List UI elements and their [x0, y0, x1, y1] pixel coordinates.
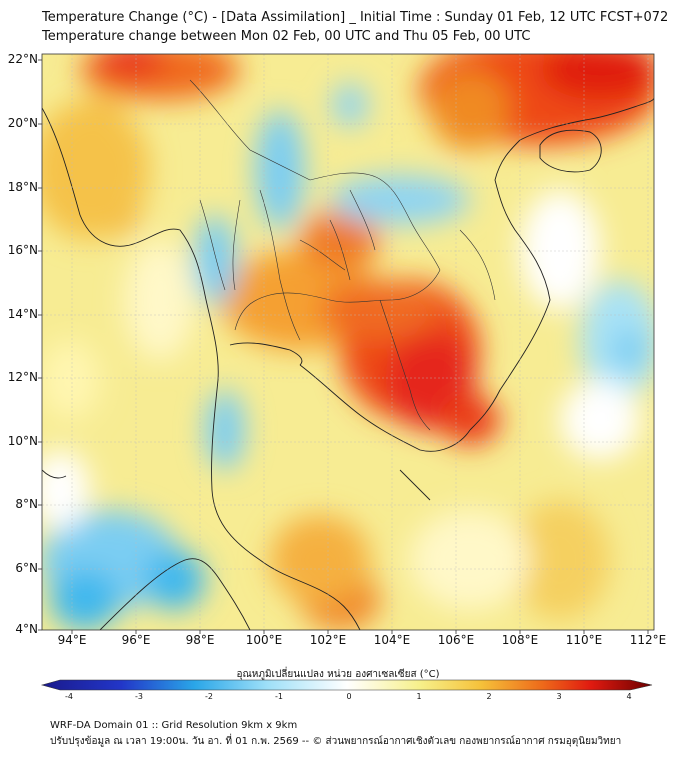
colorbar-tick: 1: [416, 692, 422, 701]
colorbar-tick: -4: [65, 692, 73, 701]
colorbar-tick: 0: [346, 692, 352, 701]
lon-label: 102°E: [309, 633, 347, 647]
map-subtitle: Temperature change between Mon 02 Feb, 0…: [42, 29, 531, 44]
lat-label: 16°N: [7, 243, 38, 257]
lat-label: 14°N: [7, 307, 38, 321]
lon-label: 100°E: [245, 633, 283, 647]
colorbar-tick: 3: [556, 692, 562, 701]
footer-credit: ปรับปรุงข้อมูล ณ เวลา 19:00น. วัน อา. ที…: [50, 736, 622, 747]
lon-label: 104°E: [373, 633, 411, 647]
colorbar-tick: -2: [205, 692, 213, 701]
colorbar-tick: -3: [135, 692, 143, 701]
lat-label: 6°N: [15, 561, 38, 575]
colorbar-tick: 2: [486, 692, 492, 701]
colorbar-title: อุณหภูมิเปลี่ยนแปลง หน่วย องศาเซลเซียส (…: [236, 669, 440, 680]
lon-label: 98°E: [185, 633, 215, 647]
gridlines: [42, 54, 654, 630]
lat-label: 4°N: [15, 622, 38, 636]
lat-label: 12°N: [7, 370, 38, 384]
map-frame: [41, 53, 655, 631]
lat-label: 20°N: [7, 116, 38, 130]
lon-label: 94°E: [57, 633, 87, 647]
lat-label: 22°N: [7, 52, 38, 66]
province-borders: [189, 79, 496, 431]
lon-label: 108°E: [501, 633, 539, 647]
temperature-field: [42, 54, 654, 630]
lon-label: 96°E: [121, 633, 151, 647]
colorbar-tick: 4: [626, 692, 632, 701]
lon-label: 112°E: [629, 633, 667, 647]
lon-label: 106°E: [437, 633, 475, 647]
lon-label: 110°E: [565, 633, 603, 647]
lat-label: 10°N: [7, 434, 38, 448]
colorbar-tick: -1: [275, 692, 283, 701]
axis-ticks: [38, 59, 649, 634]
colorbar: [40, 679, 653, 691]
footer-model-info: WRF-DA Domain 01 :: Grid Resolution 9km …: [50, 720, 298, 731]
lat-label: 8°N: [15, 497, 38, 511]
lat-label: 18°N: [7, 180, 38, 194]
map-title: Temperature Change (°C) - [Data Assimila…: [42, 10, 669, 25]
